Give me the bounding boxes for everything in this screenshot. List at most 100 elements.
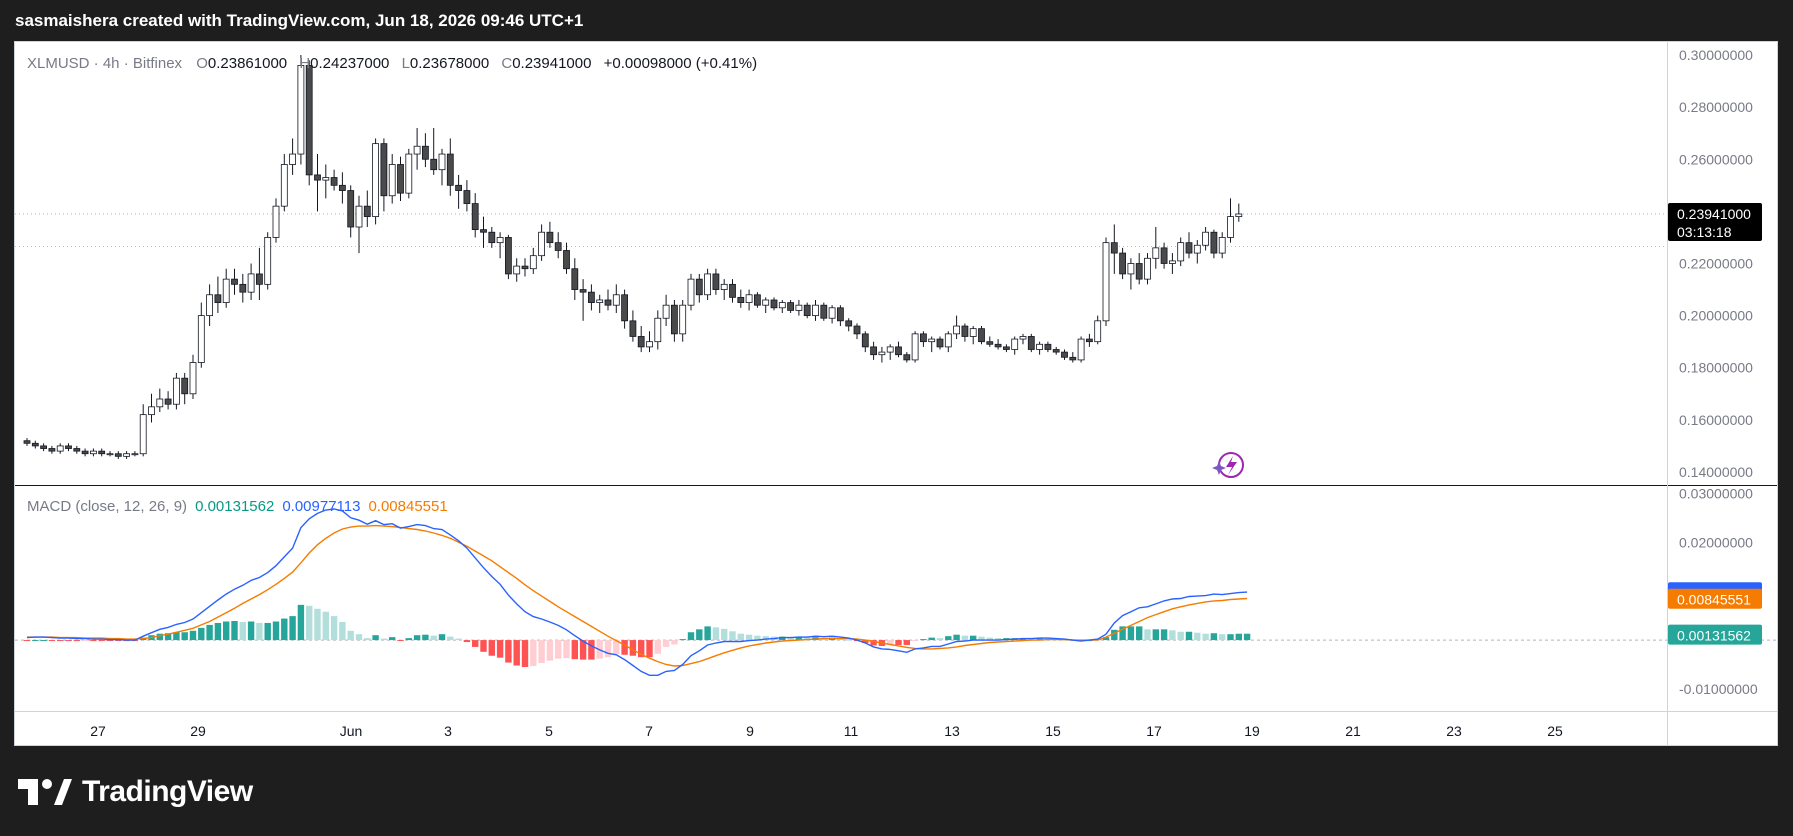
candle-body	[787, 302, 794, 311]
candle	[1019, 333, 1027, 345]
macd-histogram-bar	[862, 640, 869, 644]
macd-histogram-bar	[804, 637, 811, 641]
candle-body	[845, 320, 853, 327]
time-axis-tick-label: 17	[1146, 723, 1162, 739]
candle-body	[1094, 320, 1102, 343]
macd-histogram-bar	[1202, 633, 1209, 641]
last-price-tag[interactable]: 0.23941000 03:13:18	[1668, 202, 1762, 241]
candle	[322, 164, 330, 199]
macd-line	[26, 508, 1248, 676]
candle	[264, 232, 272, 290]
candle	[380, 138, 388, 212]
histogram-value-tag[interactable]: 0.00131562	[1668, 624, 1762, 645]
candle-body	[1193, 244, 1201, 254]
macd-histogram-bar	[687, 632, 695, 641]
candle	[845, 318, 853, 332]
macd-title[interactable]: MACD (close, 12, 26, 9)	[27, 498, 188, 515]
time-axis-tick-label: 25	[1547, 723, 1563, 739]
candle	[1210, 229, 1218, 259]
candle-body	[969, 328, 977, 337]
candle	[529, 247, 537, 274]
candle	[471, 193, 479, 238]
symbol-label[interactable]: XLMUSD · 4h · Bitfinex	[27, 55, 183, 72]
candle-body	[56, 445, 64, 452]
candle-body	[214, 294, 222, 303]
candle-body	[397, 164, 404, 194]
candle-body	[1177, 242, 1185, 262]
macd-histogram-bar	[704, 626, 711, 641]
candle	[745, 289, 753, 311]
chart-container[interactable]: 0.300000000.280000000.260000000.24000000…	[14, 41, 1778, 746]
candle-body	[1077, 338, 1085, 361]
chart-canvas[interactable]: 0.300000000.280000000.260000000.24000000…	[15, 42, 1777, 745]
candle	[886, 344, 894, 360]
macd-histogram-bar	[364, 638, 371, 641]
candle	[828, 305, 836, 324]
candle	[222, 268, 230, 308]
price-axis-tick-label: 0.18000000	[1679, 360, 1753, 376]
candle	[231, 268, 238, 295]
candle	[405, 148, 413, 199]
macd-histogram-bar	[978, 636, 985, 641]
macd-histogram-bar	[214, 622, 222, 641]
tradingview-logo[interactable]: TradingView	[18, 772, 253, 812]
price-axis-tick-label: 0.22000000	[1679, 256, 1753, 272]
candle-body	[388, 164, 396, 197]
candle-body	[123, 453, 130, 457]
macd-histogram-bar	[496, 640, 504, 658]
candle	[720, 279, 728, 300]
macd-histogram-bar	[920, 639, 927, 641]
time-axis-tick-label: 13	[944, 723, 960, 739]
candle-body	[1218, 237, 1226, 254]
lightning-alert-icon[interactable]	[1212, 452, 1244, 478]
candle	[189, 354, 197, 400]
candle-body	[65, 445, 72, 449]
high-value: 0.24237000	[310, 55, 390, 72]
macd-histogram-bar	[264, 622, 271, 641]
candle	[944, 331, 952, 353]
candle-body	[1169, 260, 1176, 264]
candle-body	[961, 325, 969, 337]
candle-body	[289, 153, 297, 165]
candle-body	[355, 205, 363, 228]
candle-body	[272, 205, 280, 238]
candle	[56, 443, 64, 454]
macd-histogram-bar	[1235, 633, 1242, 641]
macd-histogram-bar	[115, 640, 122, 642]
candle-body	[98, 450, 106, 455]
candle	[355, 195, 363, 254]
candle	[928, 336, 936, 353]
macd-histogram-bar	[613, 640, 620, 655]
candle-body	[504, 237, 512, 275]
candle-body	[538, 231, 545, 257]
time-axis-tick-label: 23	[1446, 723, 1462, 739]
candle	[347, 185, 355, 238]
candle	[1218, 232, 1226, 259]
candle-body	[239, 283, 247, 293]
macd-histogram-bar	[164, 633, 172, 641]
candle	[704, 268, 711, 300]
macd-histogram-bar	[679, 639, 686, 641]
candle-body	[1003, 346, 1010, 350]
candle	[687, 273, 695, 311]
time-axis-tick-label: 19	[1244, 723, 1260, 739]
macd-histogram-bar	[1111, 629, 1118, 641]
candle-body	[612, 294, 620, 306]
candle-body	[621, 294, 628, 322]
macd-histogram-bar	[156, 633, 163, 641]
time-axis-tick-label: Jun	[340, 723, 363, 739]
signal-value-tag[interactable]: 0.00845551	[1668, 588, 1762, 609]
macd-histogram-bar	[588, 640, 595, 660]
candle	[1169, 253, 1176, 274]
macd-histogram-bar	[397, 640, 404, 642]
macd-histogram-bar	[555, 640, 562, 659]
candle	[430, 127, 438, 175]
candle-body	[820, 304, 828, 319]
candle	[637, 326, 645, 353]
macd-histogram-bar	[40, 640, 47, 642]
macd-histogram-bar	[1194, 632, 1201, 641]
candle	[446, 138, 454, 196]
candle-body	[588, 291, 595, 303]
candle	[280, 154, 288, 212]
macd-legend: MACD (close, 12, 26, 9) 0.00131562 0.00977…	[27, 498, 448, 515]
